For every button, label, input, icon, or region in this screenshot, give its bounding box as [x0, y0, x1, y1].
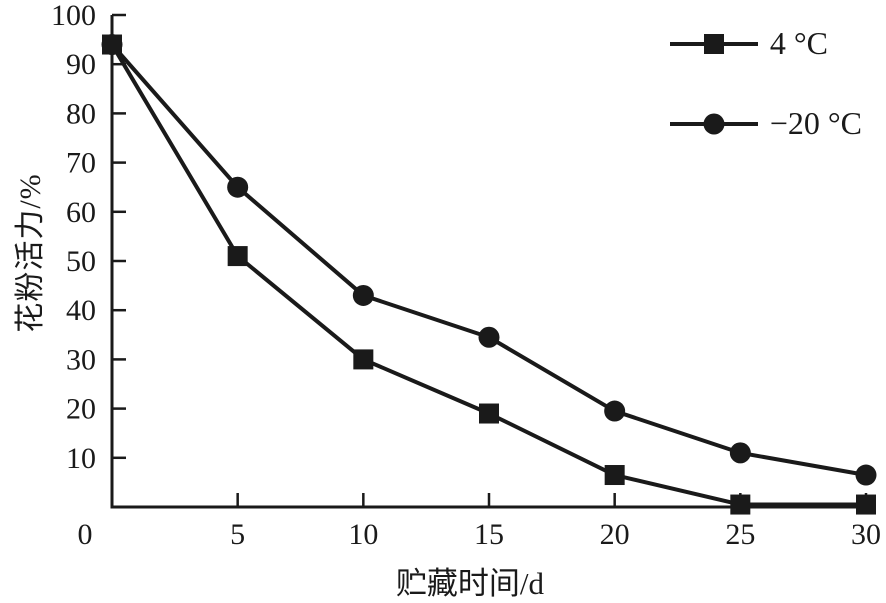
- legend-item-4c: 4 °C: [669, 25, 828, 61]
- legend: 4 °C −20 °C: [669, 25, 862, 142]
- circle-marker-icon: [703, 113, 725, 135]
- y-tick-label: 70: [66, 147, 96, 180]
- square-marker-icon: [227, 246, 248, 267]
- y-tick-label: 100: [51, 0, 96, 32]
- x-tick-label: 15: [474, 518, 504, 551]
- y-tick-label: 90: [66, 48, 96, 81]
- circle-marker-icon: [227, 176, 249, 198]
- y-tick-label: 40: [66, 294, 96, 327]
- square-marker-icon: [604, 465, 625, 486]
- x-axis-title: 贮藏时间/d: [395, 566, 545, 601]
- square-marker-icon: [102, 34, 122, 55]
- circle-marker-icon: [729, 442, 751, 464]
- legend-item-minus20c: −20 °C: [669, 105, 862, 142]
- y-tick-label: 60: [66, 196, 96, 229]
- square-marker-icon: [353, 349, 374, 370]
- x-tick-label: 5: [230, 518, 245, 551]
- y-axis-title: 花粉活力/%: [14, 173, 47, 333]
- square-marker-icon: [856, 494, 876, 515]
- x-tick-label: 25: [725, 518, 755, 551]
- circle-marker-icon: [855, 464, 877, 486]
- x-tick-label: 30: [851, 518, 881, 551]
- legend-line-swatch: [669, 33, 758, 54]
- circle-marker-icon: [352, 284, 374, 306]
- square-marker-icon: [703, 33, 724, 54]
- x-tick-label: 0: [78, 518, 93, 551]
- square-marker-icon: [479, 403, 499, 424]
- square-marker-icon: [730, 494, 751, 515]
- x-tick-label: 20: [600, 518, 630, 551]
- circle-marker-icon: [478, 326, 500, 348]
- legend-label-4c: 4 °C: [769, 25, 828, 61]
- y-tick-label: 10: [66, 442, 96, 475]
- x-tick-label: 10: [348, 518, 378, 551]
- legend-line-swatch: [669, 113, 758, 135]
- legend-label-minus20c: −20 °C: [769, 105, 862, 142]
- y-tick-label: 30: [66, 343, 96, 376]
- y-tick-label: 80: [66, 97, 96, 130]
- circle-marker-icon: [604, 400, 626, 422]
- y-tick-label: 50: [66, 245, 96, 278]
- y-tick-label: 20: [66, 393, 96, 426]
